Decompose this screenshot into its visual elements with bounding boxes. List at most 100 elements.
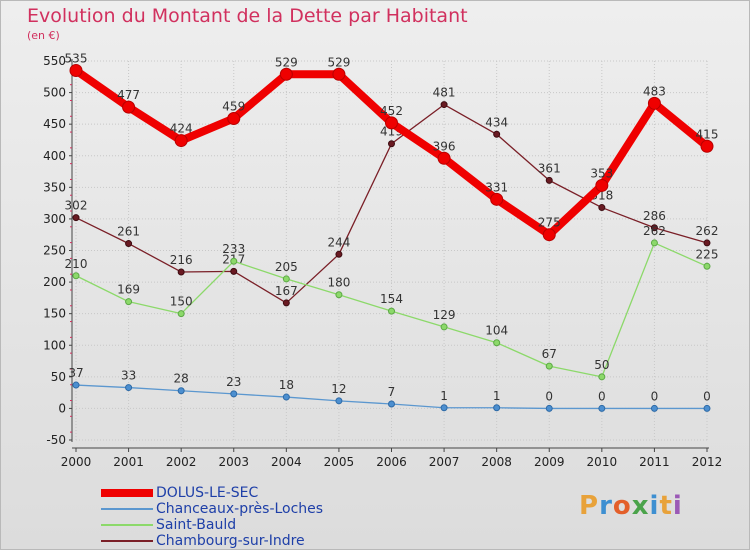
data-label: 154: [380, 292, 403, 306]
logo-letter: P: [579, 491, 600, 521]
legend-item-chanceaux: Chanceaux-près-Loches: [101, 501, 361, 517]
legend-label: DOLUS-LE-SEC: [156, 485, 259, 501]
y-tick-label: 500: [43, 86, 66, 100]
data-point: [335, 397, 343, 405]
data-point: [385, 116, 398, 130]
data-label: 233: [222, 242, 245, 256]
data-point: [230, 390, 238, 398]
data-point: [703, 404, 711, 412]
data-point: [230, 257, 238, 265]
data-label: 424: [170, 122, 193, 136]
x-tick-label: 2012: [692, 455, 723, 469]
data-label: 415: [696, 127, 719, 141]
x-tick-label: 2008: [481, 455, 512, 469]
data-point: [72, 381, 80, 389]
legend-item-saint-bauld: Saint-Bauld: [101, 517, 361, 533]
data-point: [493, 404, 501, 412]
y-tick-label: 300: [43, 212, 66, 226]
logo-letter: r: [599, 491, 613, 521]
data-label: 434: [485, 115, 508, 129]
data-point: [595, 178, 609, 192]
data-point: [440, 323, 448, 331]
data-label: 459: [222, 99, 245, 113]
x-tick-label: 2010: [587, 455, 618, 469]
data-label: 18: [279, 378, 294, 392]
x-tick-label: 2009: [534, 455, 565, 469]
y-tick-label: -50: [46, 433, 66, 447]
data-point: [125, 298, 133, 306]
logo-letter: x: [631, 491, 650, 521]
data-label: 244: [327, 235, 350, 249]
unit-label: (en €): [27, 29, 60, 42]
y-tick-label: 100: [43, 338, 66, 352]
legend-swatch: [101, 489, 153, 497]
data-point: [177, 387, 185, 395]
data-point: [282, 299, 290, 307]
data-label: 331: [485, 180, 508, 194]
data-label: 262: [643, 224, 666, 238]
data-label: 302: [65, 199, 88, 213]
data-label: 0: [651, 389, 659, 403]
data-point: [493, 130, 501, 138]
data-label: 37: [68, 366, 83, 380]
data-label: 0: [545, 389, 553, 403]
data-point: [598, 404, 606, 412]
data-point: [440, 101, 448, 109]
data-point: [279, 67, 293, 81]
x-tick-label: 2007: [429, 455, 460, 469]
data-label: 529: [327, 55, 350, 69]
x-tick-label: 2005: [324, 455, 355, 469]
y-tick-label: 200: [43, 275, 66, 289]
data-point: [177, 268, 185, 276]
data-label: 477: [117, 88, 140, 102]
data-point: [72, 272, 80, 280]
data-point: [493, 339, 501, 347]
data-label: 12: [331, 382, 346, 396]
data-point: [490, 192, 504, 206]
data-point: [545, 362, 553, 370]
series-line: [73, 67, 710, 239]
data-point: [545, 176, 553, 184]
data-label: 481: [433, 86, 456, 100]
data-label: 483: [643, 84, 666, 98]
data-label: 225: [696, 247, 719, 261]
chart-title: Evolution du Montant de la Dette par Hab…: [27, 5, 468, 27]
x-tick-label: 2003: [218, 455, 249, 469]
data-point: [282, 393, 290, 401]
data-point: [388, 400, 395, 408]
data-point: [230, 267, 238, 275]
data-label: 396: [433, 139, 456, 153]
y-tick-label: 250: [43, 244, 66, 258]
y-tick-label: 0: [58, 401, 66, 415]
x-tick-label: 2004: [271, 455, 302, 469]
data-label: 180: [327, 276, 350, 290]
legend-label: Chambourg-sur-Indre: [156, 533, 305, 549]
logo-letter: i: [649, 491, 660, 521]
data-label: 50: [594, 358, 609, 372]
logo-letter: o: [612, 491, 632, 521]
data-point: [598, 373, 606, 381]
data-label: 535: [65, 51, 88, 65]
data-label: 261: [117, 225, 140, 239]
data-label: 169: [117, 283, 140, 297]
legend-item-chambourg: Chambourg-sur-Indre: [101, 533, 361, 549]
data-label: 150: [170, 295, 193, 309]
y-tick-label: 50: [51, 370, 66, 384]
data-point: [332, 67, 346, 81]
data-point: [542, 228, 556, 242]
data-point: [650, 404, 658, 412]
x-tick-label: 2001: [113, 455, 144, 469]
data-label: 353: [590, 166, 613, 180]
data-label: 452: [380, 104, 403, 118]
data-label: 33: [121, 369, 136, 383]
data-point: [227, 111, 241, 125]
data-label: 361: [538, 161, 561, 175]
data-point: [122, 100, 136, 114]
data-label: 104: [485, 324, 508, 338]
x-tick-label: 2006: [376, 455, 407, 469]
y-tick-label: 450: [43, 117, 66, 131]
data-point: [650, 239, 658, 247]
data-label: 129: [433, 308, 456, 322]
